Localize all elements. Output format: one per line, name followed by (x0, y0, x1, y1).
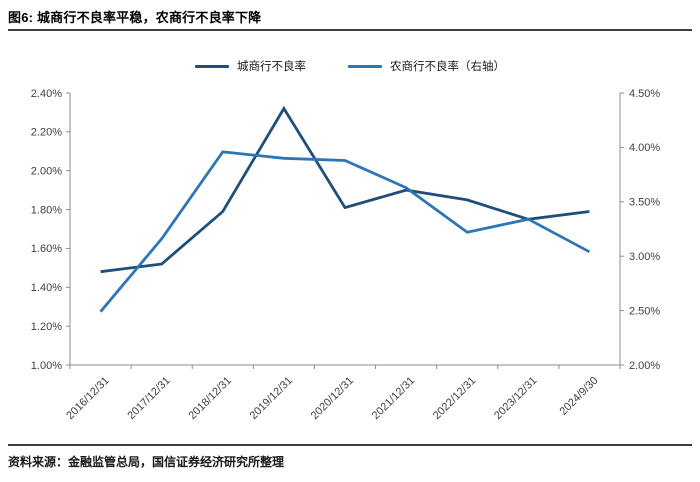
svg-text:2022/12/31: 2022/12/31 (431, 375, 478, 422)
legend-item-city: 城商行不良率 (195, 58, 306, 74)
right-axis: 4.50% 4.00% 3.50% 3.00% 2.50% 2.00% (620, 88, 660, 372)
svg-text:2024/9/30: 2024/9/30 (557, 375, 600, 418)
figure-title: 图6: 城商行不良率平稳，农商行不良率下降 (8, 10, 262, 25)
left-axis: 2.40% 2.20% 2.00% 1.80% 1.60% 1.40% 1.20% 1.00% (31, 88, 70, 372)
svg-text:1.40%: 1.40% (31, 282, 62, 294)
svg-text:2.20%: 2.20% (31, 127, 62, 139)
svg-text:2016/12/31: 2016/12/31 (64, 375, 111, 422)
svg-text:1.00%: 1.00% (31, 360, 62, 372)
legend-label-city: 城商行不良率 (237, 61, 306, 73)
svg-text:4.00%: 4.00% (629, 142, 660, 154)
legend-label-rural: 农商行不良率（右轴） (390, 61, 505, 73)
series-rural-line (99, 150, 591, 313)
axes (69, 93, 621, 366)
svg-text:2.40%: 2.40% (31, 88, 62, 100)
chart-legend: 城商行不良率 农商行不良率（右轴） (0, 58, 700, 74)
svg-text:2021/12/31: 2021/12/31 (370, 375, 417, 422)
x-axis-ticks (69, 365, 621, 369)
svg-text:2.00%: 2.00% (31, 166, 62, 178)
svg-text:1.20%: 1.20% (31, 321, 62, 333)
svg-text:1.60%: 1.60% (31, 243, 62, 255)
rural-line-swatch-icon (348, 64, 382, 68)
svg-text:3.50%: 3.50% (629, 197, 660, 209)
svg-text:4.50%: 4.50% (629, 88, 660, 100)
title-divider (8, 29, 692, 31)
svg-text:2019/12/31: 2019/12/31 (248, 375, 295, 422)
city-line-swatch-icon (195, 64, 229, 68)
footer-divider (8, 444, 692, 446)
source-note: 资料来源：金融监管总局，国信证券经济研究所整理 (8, 455, 285, 469)
chart-area: 2.40% 2.20% 2.00% 1.80% 1.60% 1.40% 1.20% 1.00%… (0, 85, 700, 430)
npl-line-chart: 2.40% 2.20% 2.00% 1.80% 1.60% 1.40% 1.20% 1.00%… (31, 88, 661, 422)
svg-text:2018/12/31: 2018/12/31 (186, 375, 233, 422)
svg-text:2017/12/31: 2017/12/31 (125, 375, 172, 422)
svg-text:2.50%: 2.50% (629, 305, 660, 317)
svg-text:3.00%: 3.00% (629, 251, 660, 263)
svg-text:1.80%: 1.80% (31, 204, 62, 216)
svg-text:2023/12/31: 2023/12/31 (492, 375, 539, 422)
legend-item-rural: 农商行不良率（右轴） (348, 58, 505, 74)
svg-text:2.00%: 2.00% (629, 360, 660, 372)
x-axis-labels: 2016/12/31 2017/12/31 2018/12/31 2019/12/31… (64, 375, 600, 422)
svg-text:2020/12/31: 2020/12/31 (309, 375, 356, 422)
series-city-line (100, 105, 590, 274)
